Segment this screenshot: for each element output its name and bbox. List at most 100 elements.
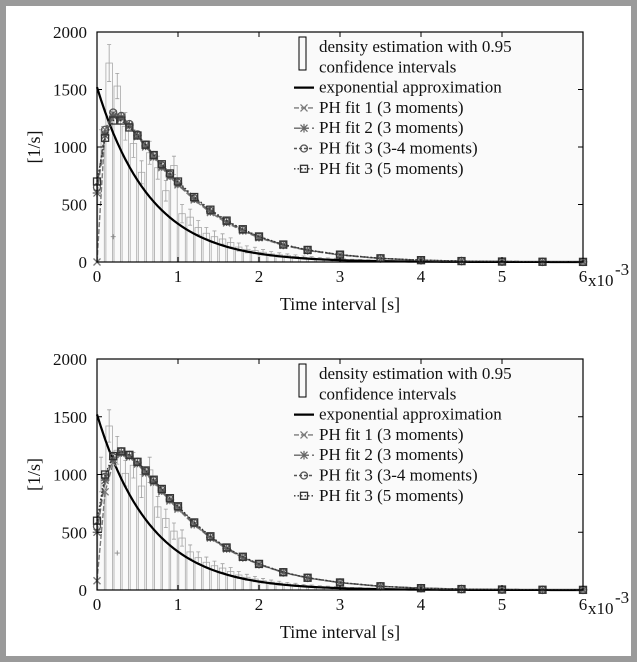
data-point [190,192,199,202]
y-tick-label: 1000 [53,138,87,157]
data-point [109,116,118,125]
data-point [165,495,175,505]
y-tick-label: 0 [79,253,88,272]
x-tick-label: 6 [579,595,588,614]
data-point [457,256,466,266]
legend-label: PH fit 3 (5 moments) [319,486,464,505]
x-tick-label: 0 [93,267,102,286]
x-tick-label: 0 [93,595,102,614]
data-point [206,532,215,541]
x-tick-label: 5 [498,267,507,286]
outlier-marker [110,234,116,240]
data-point [222,543,231,552]
legend-label: PH fit 2 (3 moments) [319,445,464,464]
y-tick-label: 0 [79,581,88,600]
y-tick-label: 2000 [53,23,87,42]
legend-label-histogram-line2: confidence intervals [319,57,456,76]
legend-label: exponential approximation [319,78,502,97]
legend-label: PH fit 3 (3-4 moments) [319,139,478,158]
legend-label-histogram-line2: confidence intervals [319,384,456,403]
data-point [141,466,150,475]
data-point [141,140,150,149]
ticks: 0 1 2 3 4 5 6 0 500 1000 1500 2000 [53,350,587,614]
legend-marker [299,471,309,480]
data-point [157,486,167,495]
x-multiplier: x10 [588,271,614,290]
data-point [109,108,118,117]
data-point [206,205,215,214]
data-point [416,256,426,265]
data-point [254,559,264,569]
ticks: 0 1 2 3 4 5 6 0 500 1000 1500 2000 [53,23,587,286]
y-tick-label: 2000 [53,350,87,369]
legend-marker [299,450,309,460]
error-bar [188,208,193,226]
x-multiplier-exponent: -3 [615,588,629,607]
data-point [173,177,183,186]
x-tick-label: 4 [417,267,426,286]
data-point [149,475,158,484]
error-bar [180,529,185,547]
data-point [133,458,142,468]
legend-swatch-histogram [298,36,307,71]
data-point [303,245,312,255]
legend-label-histogram: density estimation with 0.95 [319,364,512,383]
outlier-marker [114,550,120,556]
error-bar [171,522,176,540]
data-point [117,447,126,456]
data-point [189,519,199,529]
data-point [100,131,110,140]
legend-label: PH fit 1 (3 moments) [319,98,464,117]
legend-marker [299,491,309,500]
data-point [457,584,466,594]
data-point [125,123,134,132]
data-point [109,451,118,461]
error-bar [163,508,168,529]
data-point [165,169,175,178]
legend-label: exponential approximation [319,405,502,424]
data-point [125,451,134,461]
data-point [157,484,166,494]
data-point [238,225,247,234]
legend-marker [299,144,309,153]
series-5 [92,116,588,267]
x-tick-label: 3 [336,267,345,286]
legend-swatch-histogram [298,363,307,398]
data-point [222,216,231,225]
data-point [254,232,264,241]
data-point [141,141,150,151]
legend-label-histogram: density estimation with 0.95 [319,37,512,56]
data-point [100,133,110,142]
data-point [117,111,126,121]
x-tick-label: 1 [174,267,183,286]
chart-panel-1: 0 1 2 3 4 5 6 0 500 1000 1500 2000 x10-3 Time interva… [24,23,629,314]
x-multiplier-exponent: -3 [615,260,629,279]
data-point [238,552,247,561]
x-tick-label: 2 [255,267,264,286]
y-axis-label: [1/s] [24,131,44,164]
x-tick-label: 5 [498,595,507,614]
legend-label: PH fit 2 (3 moments) [319,118,464,137]
data-point [141,467,150,477]
legend-label: PH fit 1 (3 moments) [319,425,464,444]
data-point [133,131,142,140]
y-tick-label: 1500 [53,81,87,100]
data-point [133,457,142,466]
data-point [173,179,183,189]
data-point [165,171,175,181]
error-bar [180,204,185,224]
legend-marker [300,103,308,112]
data-point [125,120,134,130]
y-tick-label: 500 [62,523,88,542]
data-point [149,150,158,160]
data-point [173,502,183,511]
data-point [238,226,248,235]
x-axis-label: Time interval [s] [280,294,400,314]
legend-label: PH fit 3 (5 moments) [319,159,464,178]
data-point [279,240,288,249]
data-point [133,131,142,140]
x-tick-label: 2 [255,595,264,614]
x-axis-label: Time interval [s] [280,622,400,642]
